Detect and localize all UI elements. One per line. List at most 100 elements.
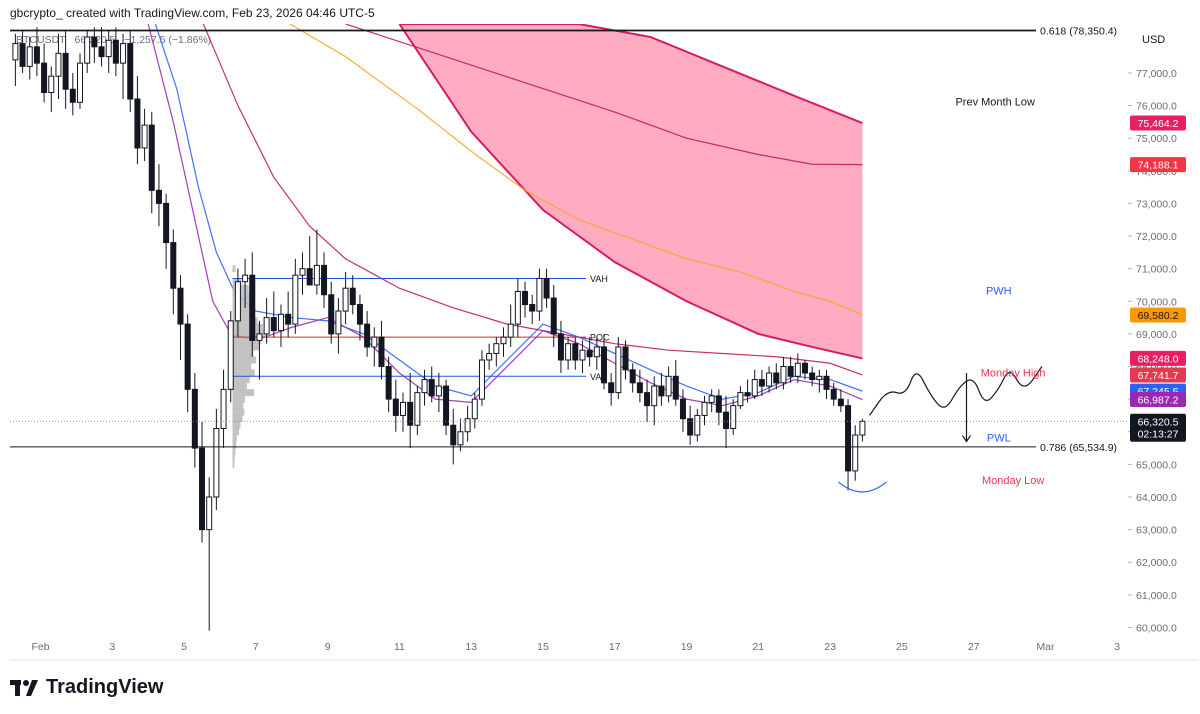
candle xyxy=(328,281,335,344)
candle-body xyxy=(536,277,543,312)
candle xyxy=(679,389,686,432)
price-badge-label: 67,741.7 xyxy=(1138,370,1179,382)
candle-body xyxy=(600,346,607,384)
candle-body xyxy=(270,317,277,332)
candle-body xyxy=(48,75,55,94)
volume-profile-bar xyxy=(232,408,245,416)
price-axis-label: 69,000.0 xyxy=(1136,329,1177,341)
candle xyxy=(845,399,852,491)
candle xyxy=(859,418,866,442)
time-axis-label: 15 xyxy=(537,641,549,653)
candle-body xyxy=(500,336,507,345)
candle-body xyxy=(457,431,464,446)
candle-body xyxy=(471,398,478,420)
candle xyxy=(69,72,76,116)
moving-average-3 xyxy=(154,24,863,400)
candle xyxy=(112,27,119,77)
candle-body xyxy=(342,287,349,312)
candle xyxy=(299,252,306,295)
plot-area: VAH POC VAL xyxy=(12,24,866,631)
candle xyxy=(500,327,507,357)
candle xyxy=(421,369,428,406)
candle-body xyxy=(665,375,672,397)
candle-body xyxy=(285,313,292,325)
candle xyxy=(199,421,206,543)
volume-profile-bar xyxy=(232,317,258,325)
price-badge xyxy=(1130,367,1186,383)
candle-body xyxy=(622,346,629,371)
currency-label[interactable]: USD xyxy=(1142,34,1166,46)
candle-body xyxy=(493,343,500,354)
candle-body xyxy=(443,385,450,426)
candle xyxy=(816,369,823,393)
candle-body xyxy=(163,202,170,244)
candle xyxy=(809,366,816,387)
candle-body xyxy=(845,405,852,472)
time-axis-label: 17 xyxy=(609,641,621,653)
symbol-name[interactable]: BTCUSDT xyxy=(16,34,66,46)
candle-body xyxy=(242,274,249,283)
price-axis-label: 64,000.0 xyxy=(1136,492,1177,504)
candle-body xyxy=(816,375,823,381)
candle xyxy=(529,294,536,325)
candle-body xyxy=(608,382,615,394)
candle-body xyxy=(76,62,83,103)
time-axis-label: 19 xyxy=(681,641,693,653)
candle xyxy=(342,271,349,325)
volume-profile-bar xyxy=(232,415,243,423)
candle xyxy=(823,369,830,400)
candle-body xyxy=(507,323,514,338)
candle-body xyxy=(220,388,227,429)
candle-body xyxy=(62,52,69,90)
candle xyxy=(206,477,213,631)
level-annotation: PWL xyxy=(987,433,1011,445)
candle xyxy=(694,408,701,442)
candle-body xyxy=(141,124,148,149)
candle xyxy=(766,366,773,393)
price-axis-label: 63,000.0 xyxy=(1136,525,1177,537)
candle xyxy=(41,43,48,103)
candle xyxy=(780,356,787,390)
candle-body xyxy=(12,43,19,61)
candle-body xyxy=(644,392,651,407)
brand-name: TradingView xyxy=(46,676,164,698)
candle-body xyxy=(579,349,586,361)
volume-profile-bar xyxy=(232,304,255,312)
candle xyxy=(76,53,83,109)
candle xyxy=(55,33,62,100)
candle-body xyxy=(191,388,198,449)
candle-body xyxy=(313,264,320,286)
candle xyxy=(378,320,385,380)
candle-body xyxy=(84,36,91,64)
candle-body xyxy=(120,43,127,64)
price-axis-label: 62,000.0 xyxy=(1136,557,1177,569)
candle xyxy=(134,76,141,165)
candle-body xyxy=(823,375,830,390)
volume-profile-bar xyxy=(232,454,235,462)
candle-body xyxy=(730,405,737,429)
candle-body xyxy=(400,401,407,416)
candle-body xyxy=(522,290,529,306)
candle xyxy=(428,366,435,403)
candle xyxy=(127,30,134,113)
candle xyxy=(852,425,859,481)
candle-body xyxy=(227,320,234,390)
level-annotation: Monday High xyxy=(981,367,1046,379)
candle xyxy=(120,33,127,100)
candle xyxy=(105,30,112,73)
candle xyxy=(579,340,586,374)
candle xyxy=(443,379,450,436)
candle-body xyxy=(687,418,694,436)
candle xyxy=(787,356,794,383)
volume-profile-bar xyxy=(232,369,255,377)
price-axis-label: 70,000.0 xyxy=(1136,296,1177,308)
candle-body xyxy=(328,294,335,335)
volume-profile-bar xyxy=(232,310,251,318)
candle xyxy=(622,340,629,380)
candle-body xyxy=(407,401,414,426)
price-badge-label: 66,987.2 xyxy=(1138,395,1179,407)
candle-body xyxy=(428,379,435,397)
volume-profile-bar xyxy=(232,297,253,305)
candle xyxy=(26,37,33,80)
